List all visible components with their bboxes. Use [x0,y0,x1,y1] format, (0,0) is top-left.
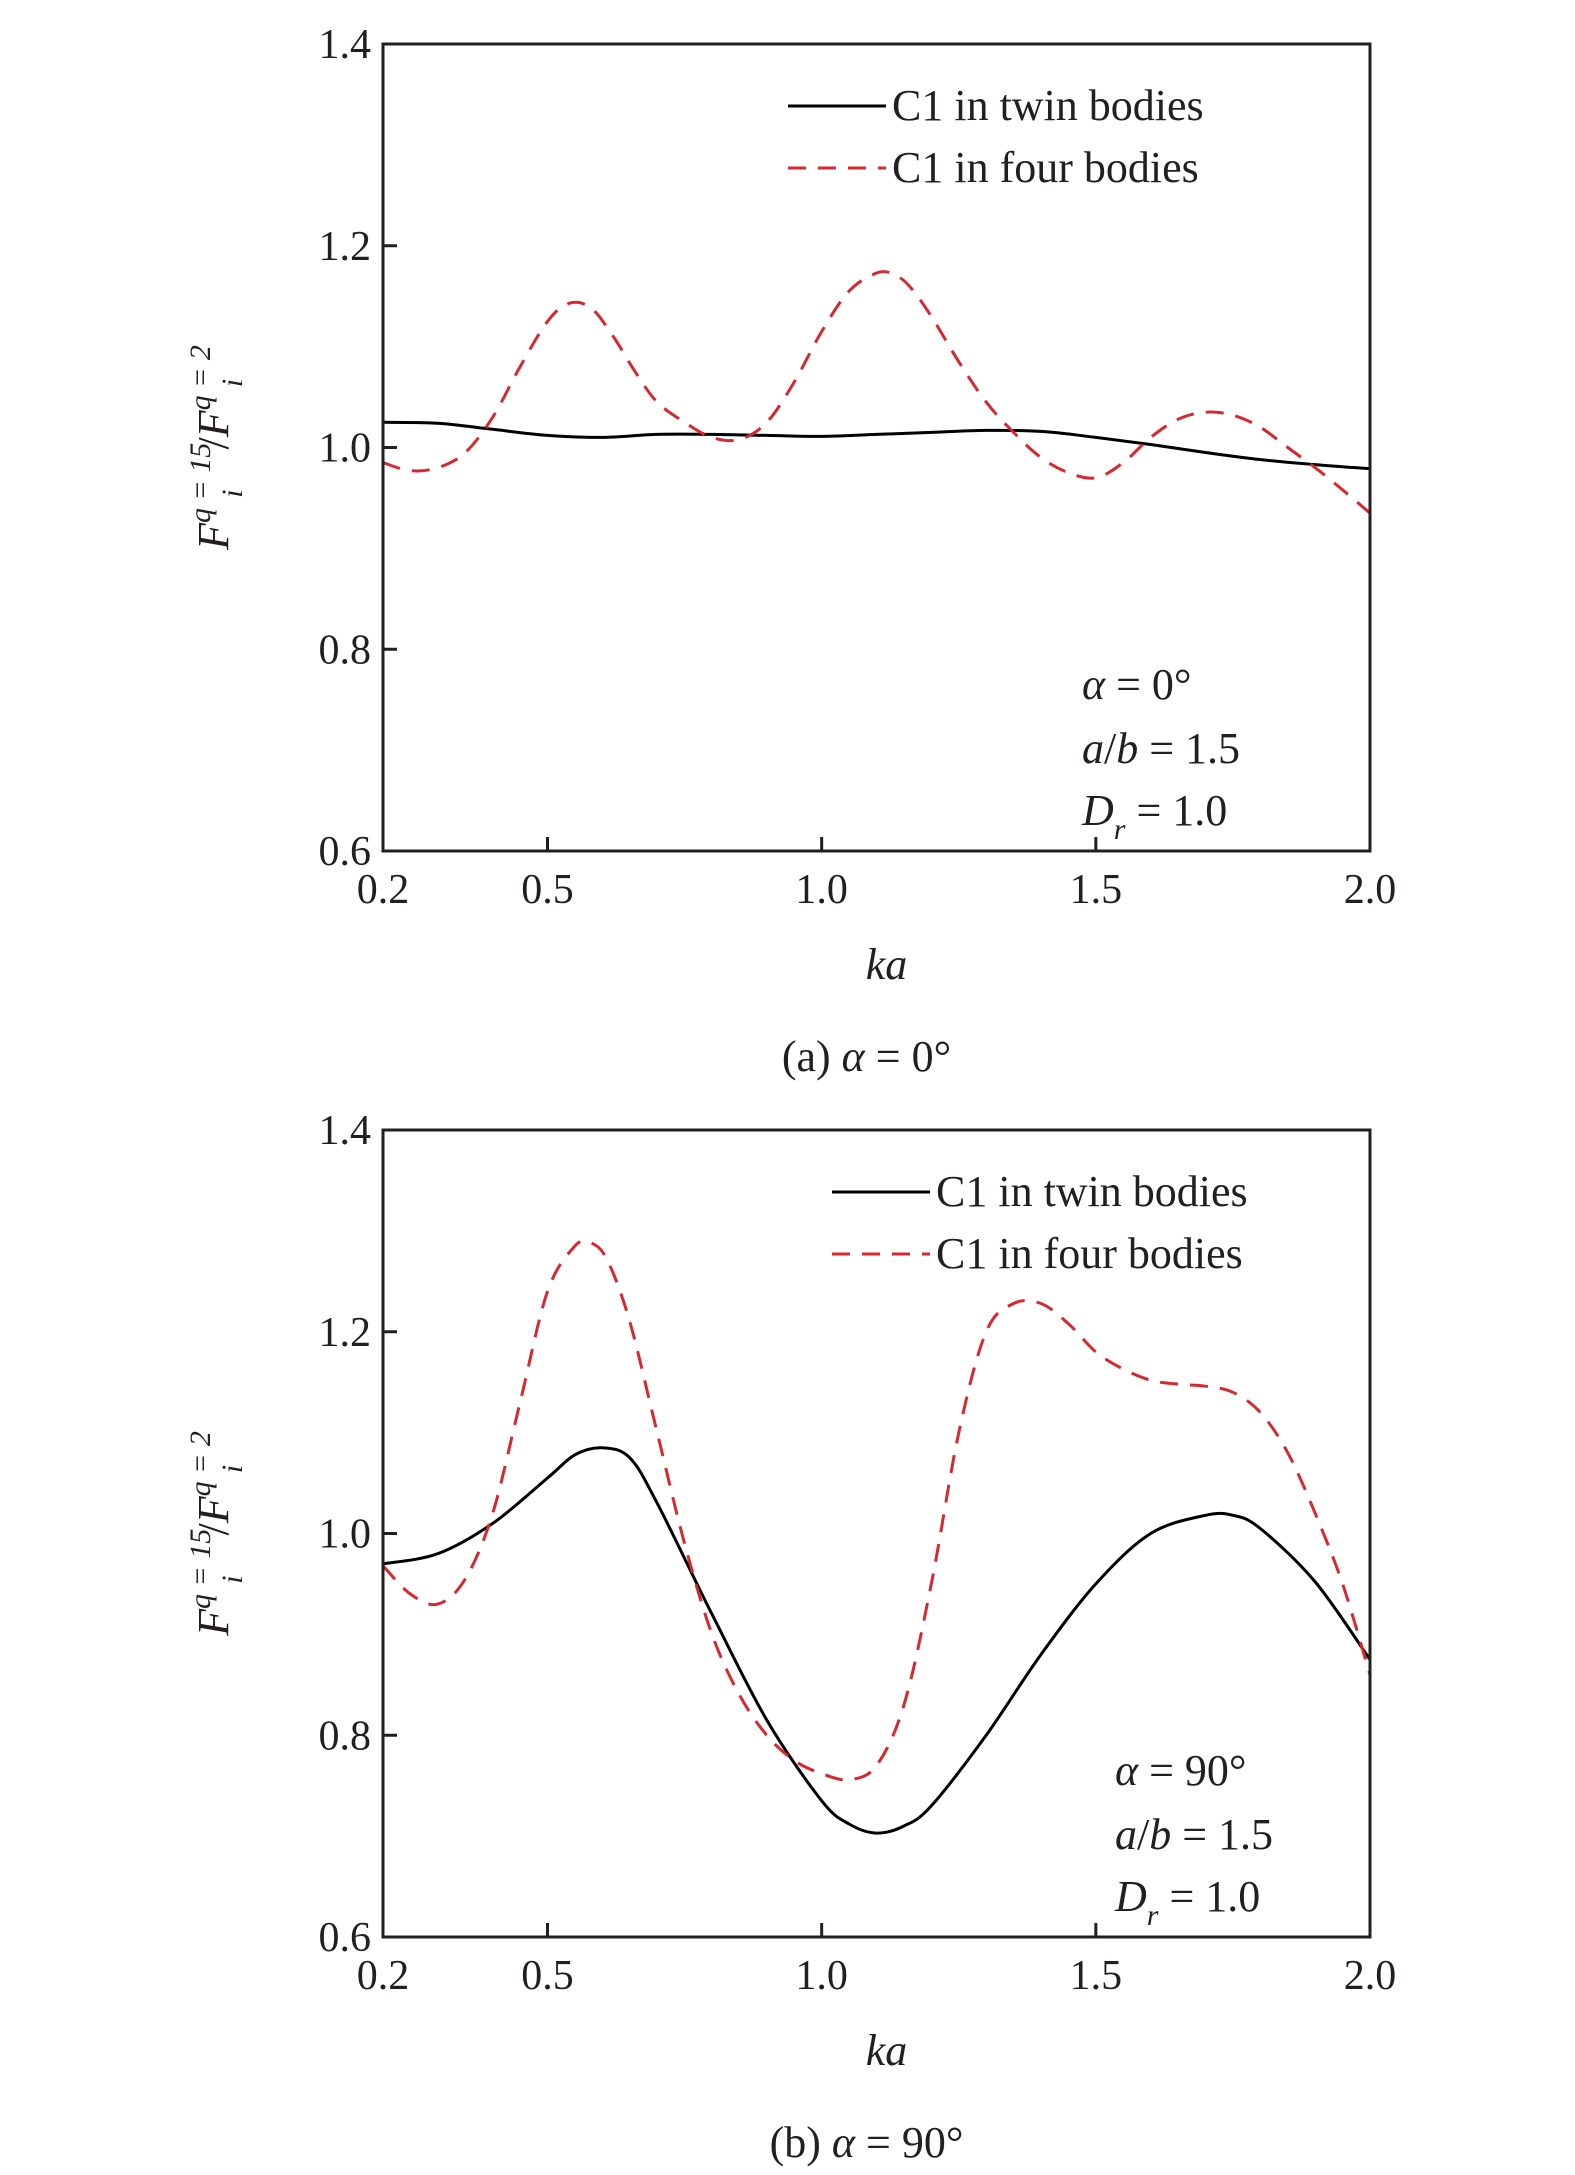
series-line-four-bodies [381,1239,1372,1782]
x-tick-label: 0.5 [521,867,574,913]
x-tick-label: 0.2 [357,867,410,913]
legend-label-twin: C1 in twin bodies [892,81,1204,130]
panel-b: 0.2 0.5 1.0 1.5 2.0 0.6 0.8 1.0 1.2 1.4 ka Fq = 1… [184,1108,1396,2167]
panel-a-x-axis-label: ka [866,940,908,989]
y-tick-label: 0.8 [319,1713,372,1759]
y-tick-label: 0.8 [319,627,372,673]
annotation-aspect-ratio: a/b = 1.5 [1115,1810,1273,1859]
panel-b-annotation: α = 90° a/b = 1.5 Dr = 1.0 [1114,1746,1273,1932]
x-tick-label: 0.2 [357,1953,410,1999]
panel-a-y-axis-label: Fq = 15i/Fq = 2i [184,345,249,551]
y-tick-label: 1.0 [319,426,372,472]
y-tick-label: 1.4 [319,1108,372,1154]
legend-label-twin: C1 in twin bodies [936,1167,1248,1216]
x-tick-label: 1.5 [1070,1953,1123,1999]
panel-b-legend: C1 in twin bodies C1 in four bodies [832,1167,1248,1278]
x-tick-label: 2.0 [1344,867,1397,913]
panel-a: 0.2 0.5 1.0 1.5 2.0 0.6 0.8 1.0 1.2 1.4 ka Fq = 1… [184,22,1396,1081]
panel-a-legend: C1 in twin bodies C1 in four bodies [788,81,1204,192]
panel-b-lines [381,1239,1372,1835]
x-tick-label: 0.5 [521,1953,574,1999]
annotation-alpha: α = 0° [1082,660,1192,709]
y-tick-label: 1.0 [319,1512,372,1558]
y-tick-label: 1.2 [319,224,372,270]
x-tick-label: 2.0 [1344,1953,1397,1999]
panel-a-annotation: α = 0° a/b = 1.5 Dr = 1.0 [1081,660,1240,846]
x-tick-label: 1.5 [1070,867,1123,913]
series-line-twin-bodies [382,420,1371,471]
y-tick-label: 1.2 [319,1310,372,1356]
y-tick-label: 0.6 [319,829,372,875]
annotation-dr: Dr = 1.0 [1081,786,1227,846]
panel-b-caption: (b) α = 90° [770,2118,964,2167]
legend-label-four: C1 in four bodies [892,143,1199,192]
y-tick-label: 1.4 [319,22,372,68]
y-tick-label: 0.6 [319,1915,372,1961]
panel-b-y-axis-label: Fq = 15i/Fq = 2i [184,1431,249,1637]
panel-b-x-axis-label: ka [866,2026,908,2075]
series-line-twin-bodies [382,1446,1372,1835]
annotation-alpha: α = 90° [1115,1746,1247,1795]
panel-b-tick-labels: 0.2 0.5 1.0 1.5 2.0 0.6 0.8 1.0 1.2 1.4 [319,1108,1397,1999]
series-line-four-bodies [382,269,1371,515]
panel-a-axes-frame [381,42,1372,853]
panel-a-lines [382,269,1371,515]
annotation-dr: Dr = 1.0 [1114,1872,1260,1932]
annotation-aspect-ratio: a/b = 1.5 [1082,724,1240,773]
panel-a-caption: (a) α = 0° [782,1032,951,1081]
panel-a-tick-labels: 0.2 0.5 1.0 1.5 2.0 0.6 0.8 1.0 1.2 1.4 [319,22,1397,913]
panel-b-axes-frame [381,1128,1372,1939]
legend-label-four: C1 in four bodies [936,1229,1243,1278]
x-tick-label: 1.0 [795,1953,848,1999]
x-tick-label: 1.0 [795,867,848,913]
